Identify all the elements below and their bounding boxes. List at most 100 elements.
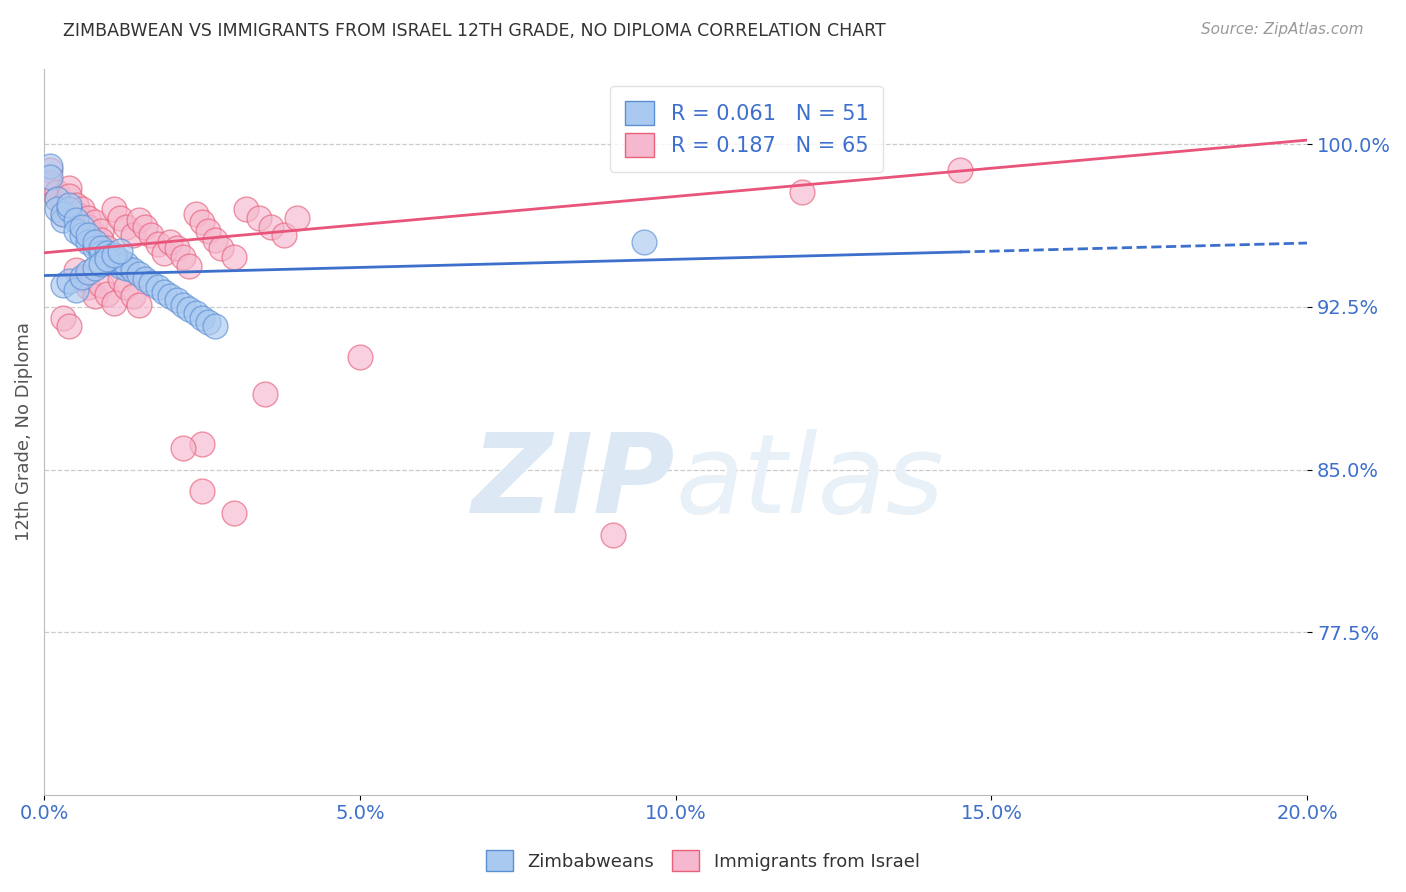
- Point: [121, 263, 143, 277]
- Point: [222, 250, 245, 264]
- Point: [128, 298, 150, 312]
- Point: [121, 228, 143, 243]
- Point: [58, 180, 80, 194]
- Point: [197, 315, 219, 329]
- Point: [96, 242, 118, 256]
- Point: [209, 242, 232, 256]
- Point: [172, 298, 194, 312]
- Point: [153, 245, 176, 260]
- Point: [179, 302, 201, 317]
- Point: [153, 285, 176, 299]
- Point: [172, 250, 194, 264]
- Point: [90, 245, 112, 260]
- Point: [90, 278, 112, 293]
- Point: [58, 198, 80, 212]
- Point: [285, 211, 308, 226]
- Point: [159, 235, 181, 249]
- Point: [58, 274, 80, 288]
- Point: [108, 254, 131, 268]
- Point: [204, 319, 226, 334]
- Point: [260, 219, 283, 234]
- Y-axis label: 12th Grade, No Diploma: 12th Grade, No Diploma: [15, 322, 32, 541]
- Point: [39, 163, 62, 178]
- Point: [103, 254, 125, 268]
- Point: [83, 260, 105, 275]
- Point: [166, 242, 188, 256]
- Point: [65, 263, 87, 277]
- Point: [197, 224, 219, 238]
- Point: [128, 268, 150, 282]
- Point: [77, 211, 100, 226]
- Point: [65, 198, 87, 212]
- Point: [115, 257, 138, 271]
- Point: [134, 272, 156, 286]
- Point: [58, 189, 80, 203]
- Point: [90, 242, 112, 256]
- Point: [349, 350, 371, 364]
- Point: [65, 213, 87, 227]
- Point: [103, 295, 125, 310]
- Point: [45, 202, 67, 217]
- Point: [52, 278, 75, 293]
- Point: [52, 198, 75, 212]
- Legend: Zimbabweans, Immigrants from Israel: Zimbabweans, Immigrants from Israel: [479, 843, 927, 879]
- Point: [146, 280, 169, 294]
- Point: [166, 293, 188, 308]
- Point: [179, 259, 201, 273]
- Point: [90, 224, 112, 238]
- Point: [115, 260, 138, 275]
- Point: [103, 248, 125, 262]
- Point: [191, 484, 214, 499]
- Point: [96, 287, 118, 301]
- Point: [103, 250, 125, 264]
- Point: [70, 269, 93, 284]
- Point: [83, 235, 105, 249]
- Point: [70, 213, 93, 227]
- Point: [45, 192, 67, 206]
- Point: [96, 245, 118, 260]
- Point: [83, 228, 105, 243]
- Point: [77, 219, 100, 234]
- Point: [70, 272, 93, 286]
- Point: [77, 280, 100, 294]
- Point: [52, 213, 75, 227]
- Point: [90, 233, 112, 247]
- Point: [77, 235, 100, 249]
- Point: [90, 257, 112, 271]
- Point: [45, 192, 67, 206]
- Point: [128, 213, 150, 227]
- Point: [273, 228, 295, 243]
- Point: [39, 169, 62, 184]
- Point: [52, 207, 75, 221]
- Text: Source: ZipAtlas.com: Source: ZipAtlas.com: [1201, 22, 1364, 37]
- Point: [52, 207, 75, 221]
- Point: [77, 228, 100, 243]
- Point: [108, 259, 131, 273]
- Point: [633, 235, 655, 249]
- Point: [70, 219, 93, 234]
- Point: [108, 211, 131, 226]
- Point: [184, 207, 207, 221]
- Point: [134, 219, 156, 234]
- Point: [184, 306, 207, 320]
- Point: [191, 310, 214, 325]
- Point: [172, 441, 194, 455]
- Point: [235, 202, 257, 217]
- Point: [65, 283, 87, 297]
- Point: [77, 265, 100, 279]
- Point: [39, 159, 62, 173]
- Point: [83, 242, 105, 256]
- Point: [191, 436, 214, 450]
- Point: [146, 237, 169, 252]
- Point: [159, 289, 181, 303]
- Legend: R = 0.061   N = 51, R = 0.187   N = 65: R = 0.061 N = 51, R = 0.187 N = 65: [610, 87, 883, 172]
- Point: [191, 215, 214, 229]
- Point: [65, 224, 87, 238]
- Point: [39, 177, 62, 191]
- Point: [790, 185, 813, 199]
- Point: [103, 202, 125, 217]
- Point: [115, 219, 138, 234]
- Point: [83, 289, 105, 303]
- Point: [96, 252, 118, 267]
- Text: ZIMBABWEAN VS IMMIGRANTS FROM ISRAEL 12TH GRADE, NO DIPLOMA CORRELATION CHART: ZIMBABWEAN VS IMMIGRANTS FROM ISRAEL 12T…: [63, 22, 886, 40]
